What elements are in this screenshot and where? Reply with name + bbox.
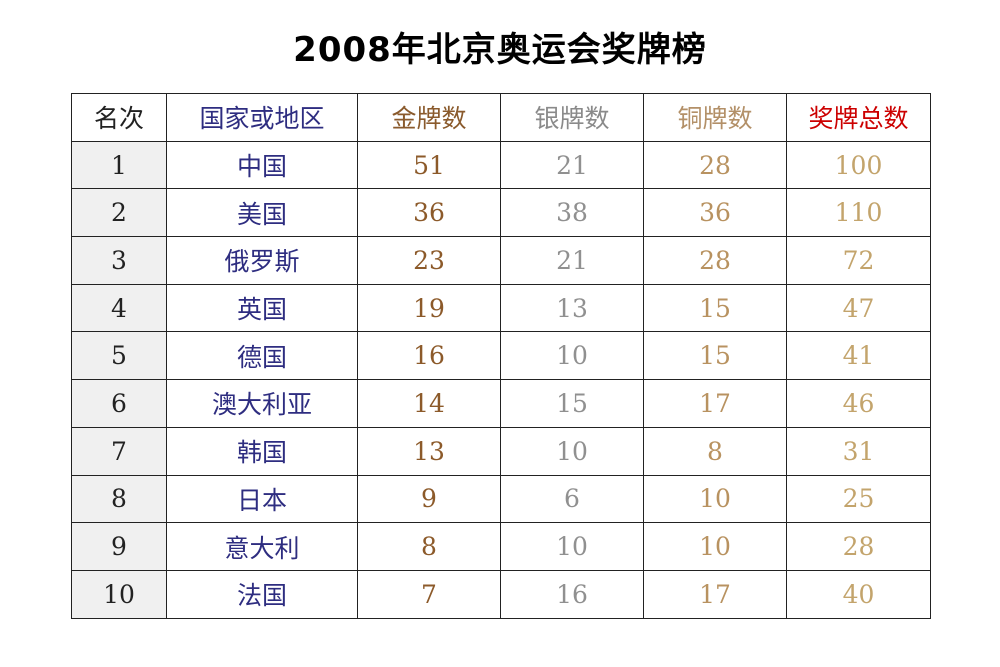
- cell-country: 意大利: [166, 522, 358, 571]
- cell-bronze: 28: [643, 236, 787, 285]
- medal-table-body: 1 中国 51 21 28 100 2 美国 36 38 36 110 3 俄罗斯 23 21 28 72 4 英国 1…: [71, 140, 931, 619]
- cell-silver: 10: [500, 522, 644, 571]
- cell-total: 47: [786, 283, 931, 333]
- cell-bronze: 8: [643, 426, 787, 476]
- table-row: 2 美国 36 38 36 110: [71, 188, 931, 238]
- cell-bronze: 28: [643, 140, 787, 190]
- cell-gold: 19: [357, 283, 501, 333]
- table-row: 6 澳大利亚 14 15 17 46: [71, 379, 931, 428]
- cell-rank: 9: [71, 522, 167, 571]
- cell-silver: 15: [500, 379, 644, 428]
- cell-rank: 3: [71, 236, 167, 285]
- cell-country: 俄罗斯: [166, 236, 358, 285]
- header-rank: 名次: [71, 93, 167, 142]
- cell-bronze: 15: [643, 283, 787, 333]
- header-country: 国家或地区: [166, 93, 358, 142]
- cell-rank: 1: [71, 140, 167, 190]
- header-row: 名次 国家或地区 金牌数 银牌数 铜牌数 奖牌总数: [71, 93, 931, 142]
- cell-total: 110: [786, 188, 931, 238]
- cell-total: 31: [786, 426, 931, 476]
- header-gold: 金牌数: [357, 93, 501, 142]
- cell-gold: 14: [357, 379, 501, 428]
- cell-total: 28: [786, 522, 931, 571]
- cell-total: 100: [786, 140, 931, 190]
- cell-gold: 8: [357, 522, 501, 571]
- table-row: 7 韩国 13 10 8 31: [71, 426, 931, 476]
- medal-table: 名次 国家或地区 金牌数 银牌数 铜牌数 奖牌总数 1 中国 51 21 28 100 2 美…: [71, 93, 931, 619]
- cell-silver: 21: [500, 140, 644, 190]
- cell-total: 72: [786, 236, 931, 285]
- cell-country: 日本: [166, 474, 358, 524]
- table-row: 5 德国 16 10 15 41: [71, 331, 931, 381]
- cell-gold: 16: [357, 331, 501, 381]
- header-total: 奖牌总数: [786, 93, 931, 142]
- cell-gold: 51: [357, 140, 501, 190]
- cell-bronze: 17: [643, 379, 787, 428]
- cell-country: 德国: [166, 331, 358, 381]
- cell-bronze: 36: [643, 188, 787, 238]
- cell-country: 韩国: [166, 426, 358, 476]
- table-row: 4 英国 19 13 15 47: [71, 283, 931, 333]
- cell-rank: 5: [71, 331, 167, 381]
- cell-silver: 13: [500, 283, 644, 333]
- cell-total: 25: [786, 474, 931, 524]
- cell-country: 法国: [166, 569, 358, 619]
- cell-country: 美国: [166, 188, 358, 238]
- cell-silver: 16: [500, 569, 644, 619]
- cell-rank: 6: [71, 379, 167, 428]
- cell-gold: 23: [357, 236, 501, 285]
- cell-country: 澳大利亚: [166, 379, 358, 428]
- cell-country: 英国: [166, 283, 358, 333]
- cell-bronze: 17: [643, 569, 787, 619]
- cell-rank: 7: [71, 426, 167, 476]
- table-row: 3 俄罗斯 23 21 28 72: [71, 236, 931, 285]
- cell-silver: 6: [500, 474, 644, 524]
- table-row: 10 法国 7 16 17 40: [71, 569, 931, 619]
- cell-bronze: 15: [643, 331, 787, 381]
- table-row: 9 意大利 8 10 10 28: [71, 522, 931, 571]
- cell-rank: 10: [71, 569, 167, 619]
- cell-total: 40: [786, 569, 931, 619]
- cell-rank: 2: [71, 188, 167, 238]
- cell-total: 41: [786, 331, 931, 381]
- cell-gold: 36: [357, 188, 501, 238]
- cell-rank: 8: [71, 474, 167, 524]
- cell-total: 46: [786, 379, 931, 428]
- cell-silver: 21: [500, 236, 644, 285]
- cell-bronze: 10: [643, 522, 787, 571]
- page-title: 2008年北京奥运会奖牌榜: [293, 30, 707, 70]
- cell-rank: 4: [71, 283, 167, 333]
- table-row: 1 中国 51 21 28 100: [71, 140, 931, 190]
- cell-gold: 7: [357, 569, 501, 619]
- header-silver: 银牌数: [500, 93, 644, 142]
- cell-silver: 10: [500, 331, 644, 381]
- cell-gold: 9: [357, 474, 501, 524]
- cell-gold: 13: [357, 426, 501, 476]
- cell-silver: 10: [500, 426, 644, 476]
- cell-silver: 38: [500, 188, 644, 238]
- header-bronze: 铜牌数: [643, 93, 787, 142]
- cell-country: 中国: [166, 140, 358, 190]
- table-row: 8 日本 9 6 10 25: [71, 474, 931, 524]
- cell-bronze: 10: [643, 474, 787, 524]
